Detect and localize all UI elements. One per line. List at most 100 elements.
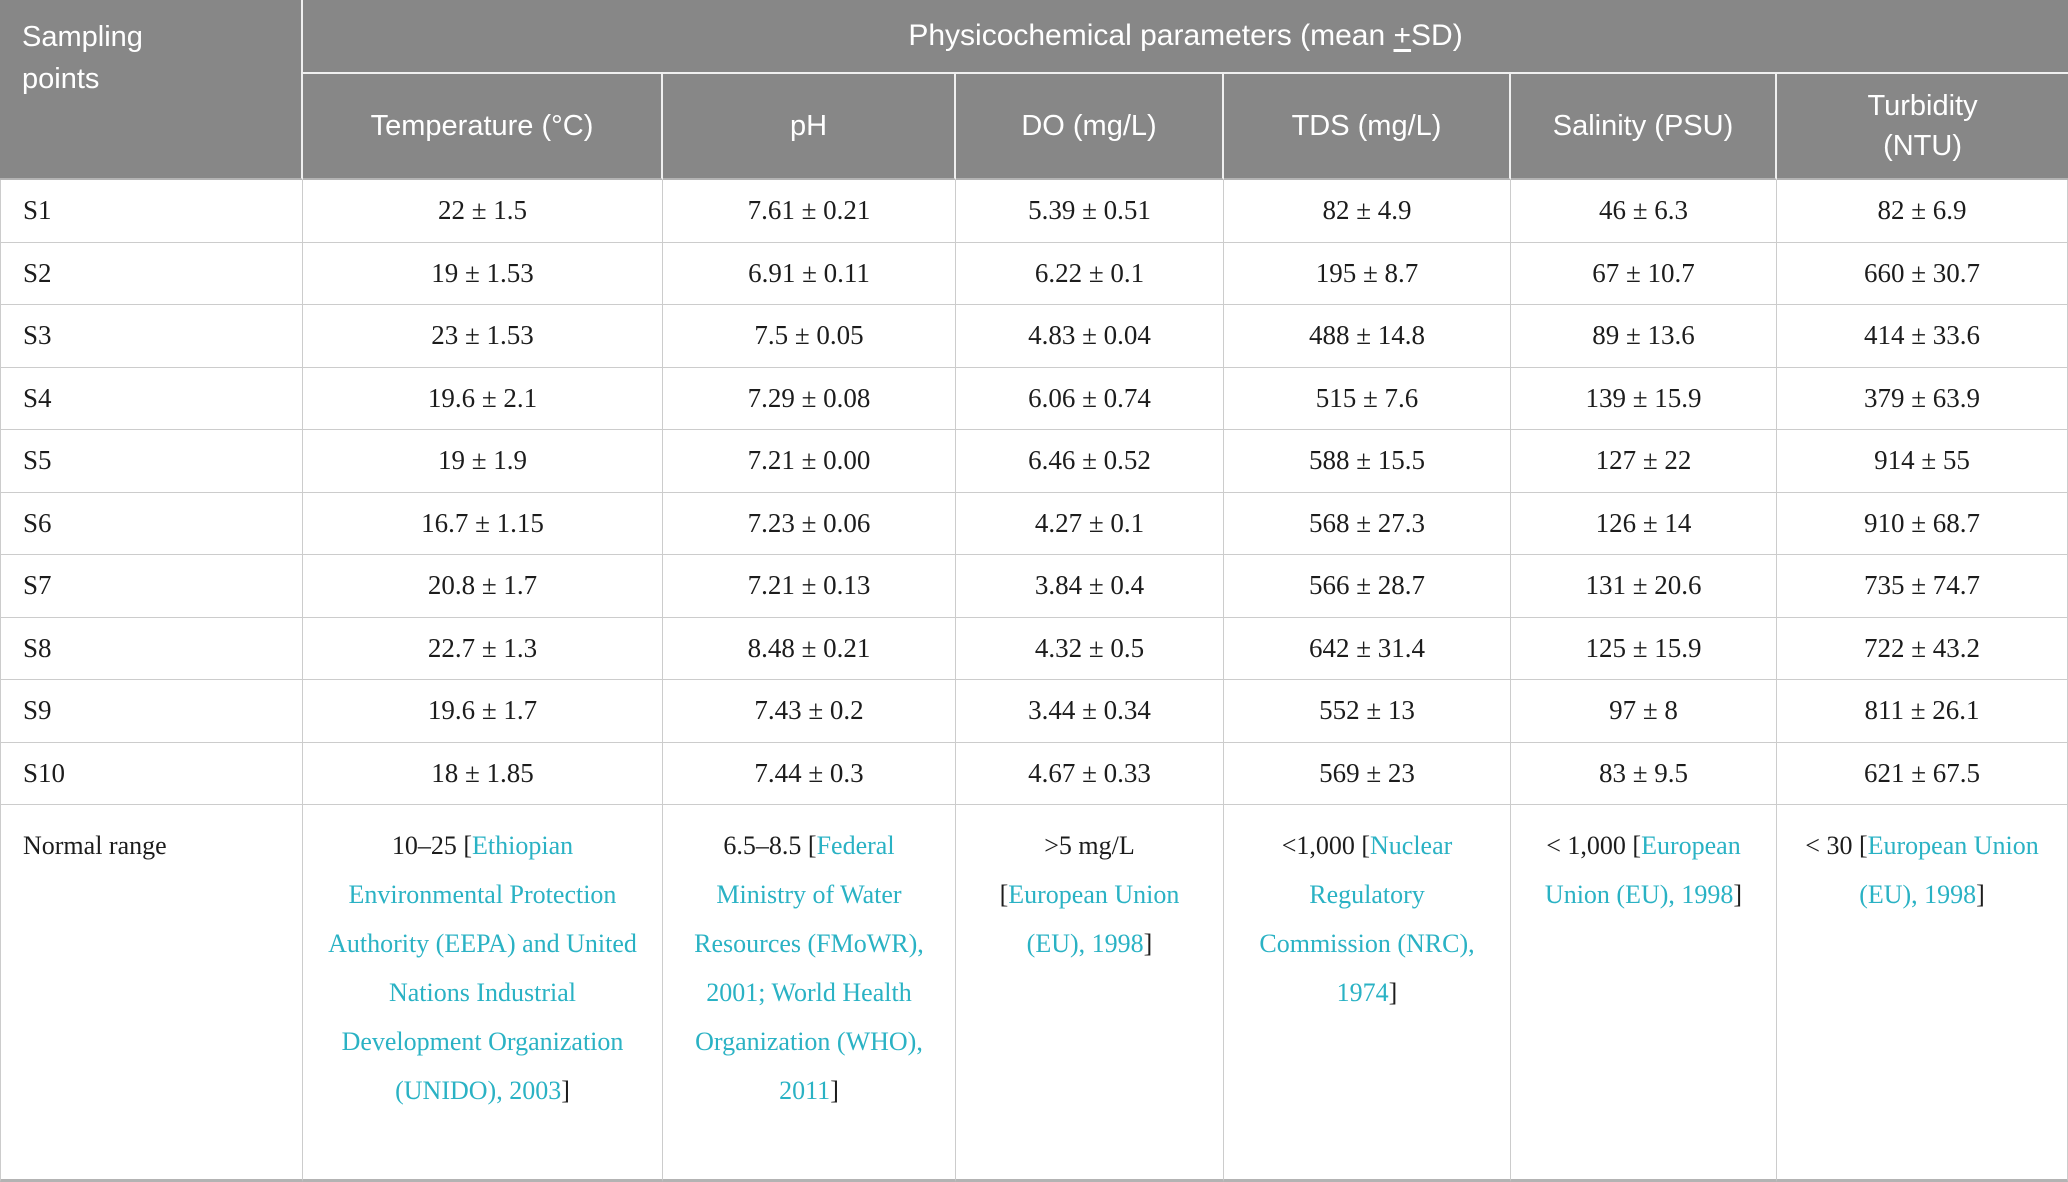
- table-row-s10: S10 18 ± 1.85 7.44 ± 0.3 4.67 ± 0.33 569 ± 2…: [0, 742, 2068, 805]
- group-header-text-suffix: SD): [1411, 19, 1463, 52]
- corner-header-line: Sampling: [22, 21, 143, 53]
- value-cell: 4.83 ± 0.04: [956, 305, 1224, 368]
- normal-range-text: < 1,000 [: [1546, 831, 1642, 860]
- table-row-normal-range: Normal range 10–25 [Ethiopian Environment…: [0, 805, 2068, 1182]
- normal-range-text: ]: [1143, 929, 1153, 958]
- sampling-point-label: S2: [0, 242, 303, 305]
- value-cell: 7.43 ± 0.2: [663, 680, 956, 743]
- value-cell: 20.8 ± 1.7: [303, 555, 663, 618]
- value-cell: 139 ± 15.9: [1511, 367, 1777, 430]
- corner-header-sampling-points: Sampling points: [0, 0, 303, 180]
- citation-link[interactable]: European Union (EU), 1998: [1008, 880, 1180, 958]
- group-header-row: Sampling points Physicochemical parameter…: [0, 0, 2068, 180]
- column-header-line: Salinity (PSU): [1552, 110, 1734, 142]
- column-header-do-mg-l-: DO (mg/L): [956, 74, 1224, 180]
- value-cell: 82 ± 6.9: [1777, 180, 2068, 243]
- value-cell: 19.6 ± 1.7: [303, 680, 663, 743]
- citation-link[interactable]: Federal Ministry of Water Resources (FMo…: [694, 831, 924, 1105]
- value-cell: 7.5 ± 0.05: [663, 305, 956, 368]
- value-cell: 4.32 ± 0.5: [956, 617, 1224, 680]
- value-cell: 7.21 ± 0.00: [663, 430, 956, 493]
- sampling-point-label: S1: [0, 180, 303, 243]
- citation-link[interactable]: Ethiopian Environmental Protection Autho…: [328, 831, 637, 1105]
- normal-range-cell: 10–25 [Ethiopian Environmental Protectio…: [303, 805, 663, 1182]
- value-cell: 7.44 ± 0.3: [663, 742, 956, 805]
- value-cell: 195 ± 8.7: [1224, 242, 1511, 305]
- normal-range-text: <1,000 [: [1281, 831, 1371, 860]
- value-cell: 7.23 ± 0.06: [663, 492, 956, 555]
- value-cell: 83 ± 9.5: [1511, 742, 1777, 805]
- value-cell: 910 ± 68.7: [1777, 492, 2068, 555]
- column-header-temperature-c-: Temperature (°C): [303, 74, 663, 180]
- value-cell: 660 ± 30.7: [1777, 242, 2068, 305]
- value-cell: 642 ± 31.4: [1224, 617, 1511, 680]
- value-cell: 568 ± 27.3: [1224, 492, 1511, 555]
- value-cell: 22 ± 1.5: [303, 180, 663, 243]
- normal-range-text: ]: [1388, 978, 1398, 1007]
- column-header-row: Temperature (°C) pH DO (mg/L) TDS (mg/L) Sal…: [0, 74, 2068, 180]
- table-row-s9: S9 19.6 ± 1.7 7.43 ± 0.2 3.44 ± 0.34 552 ± 1…: [0, 680, 2068, 743]
- column-header-line: pH: [789, 110, 828, 142]
- column-header-line: Turbidity: [1867, 90, 1978, 122]
- value-cell: 566 ± 28.7: [1224, 555, 1511, 618]
- value-cell: 414 ± 33.6: [1777, 305, 2068, 368]
- table-row-s4: S4 19.6 ± 2.1 7.29 ± 0.08 6.06 ± 0.74 515 ± …: [0, 367, 2068, 430]
- normal-range-text: [: [999, 880, 1009, 909]
- value-cell: 3.84 ± 0.4: [956, 555, 1224, 618]
- table-row-s6: S6 16.7 ± 1.15 7.23 ± 0.06 4.27 ± 0.1 568 ± …: [0, 492, 2068, 555]
- citation-link[interactable]: European Union (EU), 1998: [1544, 831, 1741, 909]
- value-cell: 18 ± 1.85: [303, 742, 663, 805]
- normal-range-label: Normal range: [0, 805, 303, 1182]
- column-header-line: (NTU): [1883, 130, 1962, 162]
- table-row-s5: S5 19 ± 1.9 7.21 ± 0.00 6.46 ± 0.52 588 ± 15…: [0, 430, 2068, 493]
- value-cell: 722 ± 43.2: [1777, 617, 2068, 680]
- value-cell: 621 ± 67.5: [1777, 742, 2068, 805]
- value-cell: 6.46 ± 0.52: [956, 430, 1224, 493]
- column-header-line: Temperature (°C): [370, 110, 594, 142]
- sampling-point-label: S6: [0, 492, 303, 555]
- value-cell: 4.27 ± 0.1: [956, 492, 1224, 555]
- normal-range-text: ]: [1733, 880, 1743, 909]
- value-cell: 588 ± 15.5: [1224, 430, 1511, 493]
- normal-range-text: >5 mg/L: [1044, 831, 1135, 860]
- sampling-point-label: S8: [0, 617, 303, 680]
- value-cell: 23 ± 1.53: [303, 305, 663, 368]
- group-header-physicochemical: Physicochemical parameters (mean +SD): [303, 0, 2068, 74]
- value-cell: 97 ± 8: [1511, 680, 1777, 743]
- value-cell: 7.61 ± 0.21: [663, 180, 956, 243]
- normal-range-cell: < 1,000 [European Union (EU), 1998]: [1511, 805, 1777, 1182]
- value-cell: 811 ± 26.1: [1777, 680, 2068, 743]
- value-cell: 7.21 ± 0.13: [663, 555, 956, 618]
- value-cell: 89 ± 13.6: [1511, 305, 1777, 368]
- value-cell: 126 ± 14: [1511, 492, 1777, 555]
- value-cell: 6.91 ± 0.11: [663, 242, 956, 305]
- citation-link[interactable]: Nuclear Regulatory Commission (NRC), 197…: [1259, 831, 1475, 1007]
- normal-range-text: ]: [830, 1076, 839, 1105]
- normal-range-text: 6.5–8.5 [: [723, 831, 817, 860]
- value-cell: 8.48 ± 0.21: [663, 617, 956, 680]
- value-cell: 22.7 ± 1.3: [303, 617, 663, 680]
- citation-link[interactable]: European Union (EU), 1998: [1859, 831, 2039, 909]
- value-cell: 4.67 ± 0.33: [956, 742, 1224, 805]
- value-cell: 6.06 ± 0.74: [956, 367, 1224, 430]
- sampling-point-label: S9: [0, 680, 303, 743]
- value-cell: 16.7 ± 1.15: [303, 492, 663, 555]
- table-row-s7: S7 20.8 ± 1.7 7.21 ± 0.13 3.84 ± 0.4 566 ± 2…: [0, 555, 2068, 618]
- column-header-salinity-psu-: Salinity (PSU): [1511, 74, 1777, 180]
- normal-range-cell: <1,000 [Nuclear Regulatory Commission (N…: [1224, 805, 1511, 1182]
- sampling-point-label: S7: [0, 555, 303, 618]
- value-cell: 569 ± 23: [1224, 742, 1511, 805]
- table-row-s1: S1 22 ± 1.5 7.61 ± 0.21 5.39 ± 0.51 82 ± 4.9…: [0, 180, 2068, 243]
- value-cell: 552 ± 13: [1224, 680, 1511, 743]
- normal-range-cell: 6.5–8.5 [Federal Ministry of Water Resou…: [663, 805, 956, 1182]
- corner-header-line: points: [22, 63, 100, 95]
- column-header-line: DO (mg/L): [1021, 110, 1157, 142]
- normal-range-text: ]: [1976, 880, 1985, 909]
- normal-range-cell: >5 mg/L [European Union (EU), 1998]: [956, 805, 1224, 1182]
- table-row-s3: S3 23 ± 1.53 7.5 ± 0.05 4.83 ± 0.04 488 ± 14…: [0, 305, 2068, 368]
- value-cell: 7.29 ± 0.08: [663, 367, 956, 430]
- value-cell: 379 ± 63.9: [1777, 367, 2068, 430]
- normal-range-text: 10–25 [: [391, 831, 473, 860]
- value-cell: 131 ± 20.6: [1511, 555, 1777, 618]
